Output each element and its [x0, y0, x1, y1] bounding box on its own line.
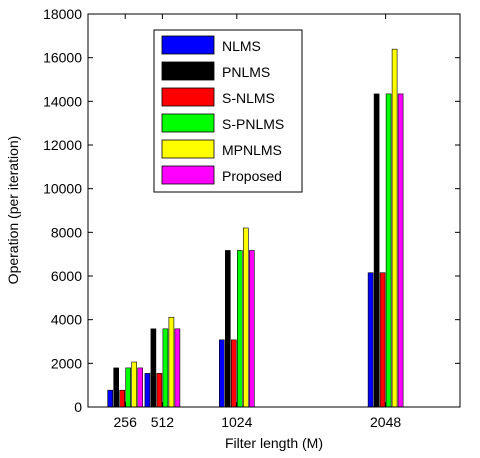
bar-pnlms	[373, 93, 380, 408]
bar-mpnlms	[131, 361, 137, 408]
y-tick-label: 0	[74, 399, 82, 415]
bar-nlms	[144, 373, 151, 408]
legend-swatch	[161, 139, 215, 159]
bar-proposed	[397, 93, 404, 408]
y-tick-label: 10000	[43, 181, 82, 197]
bar-s-pnlms	[162, 328, 169, 408]
x-tick-label: 256	[114, 414, 138, 430]
bar-s-nlms	[119, 389, 125, 408]
bar-mpnlms	[391, 48, 398, 408]
bar-nlms	[107, 389, 113, 408]
y-tick-label: 16000	[43, 50, 82, 66]
y-tick-label: 14000	[43, 93, 82, 109]
bar-s-pnlms	[237, 250, 243, 408]
bar-pnlms	[150, 328, 157, 408]
x-tick-label: 2048	[370, 414, 401, 430]
bar-proposed	[249, 250, 255, 408]
bar-mpnlms	[243, 227, 249, 408]
bar-nlms	[219, 339, 225, 408]
legend-label: PNLMS	[222, 64, 270, 80]
y-tick-label: 8000	[51, 224, 82, 240]
y-tick-label: 6000	[51, 268, 82, 284]
legend-label: S-PNLMS	[222, 116, 284, 132]
bar-s-nlms	[231, 339, 237, 408]
x-axis-label: Filter length (M)	[225, 435, 323, 451]
legend-swatch	[161, 35, 215, 55]
legend-swatch	[161, 165, 215, 185]
bar-pnlms	[113, 367, 119, 408]
legend-label: Proposed	[222, 168, 282, 184]
bar-s-pnlms	[385, 93, 392, 408]
y-axis: 0 2000 4000 6000 8000 10000 12000 14000 16000 180…	[43, 6, 460, 415]
bar-nlms	[367, 272, 374, 408]
legend-label: NLMS	[222, 38, 261, 54]
bar-proposed	[137, 367, 143, 408]
bar-proposed	[174, 328, 181, 408]
legend-swatch	[161, 113, 215, 133]
legend: NLMS PNLMS S-NLMS S-PNLMS MPNLMS Proposed	[153, 29, 303, 193]
legend-box	[153, 29, 303, 193]
y-tick-label: 4000	[51, 312, 82, 328]
legend-swatch	[161, 87, 215, 107]
y-tick-label: 2000	[51, 355, 82, 371]
legend-label: S-NLMS	[222, 90, 275, 106]
x-axis: 256 512 1024 2048	[114, 14, 401, 430]
x-tick-label: 512	[151, 414, 175, 430]
bar-s-pnlms	[125, 367, 131, 408]
legend-swatch	[161, 61, 215, 81]
legend-label: MPNLMS	[222, 142, 282, 158]
y-axis-label: Operation (per iteration)	[5, 136, 21, 285]
bar-pnlms	[225, 250, 231, 408]
x-tick-label: 1024	[221, 414, 252, 430]
y-tick-label: 12000	[43, 137, 82, 153]
bar-s-nlms	[379, 272, 386, 408]
bar-mpnlms	[168, 316, 175, 408]
y-tick-label: 18000	[43, 6, 82, 22]
axes-frame	[87, 13, 461, 408]
bar-s-nlms	[156, 373, 163, 408]
